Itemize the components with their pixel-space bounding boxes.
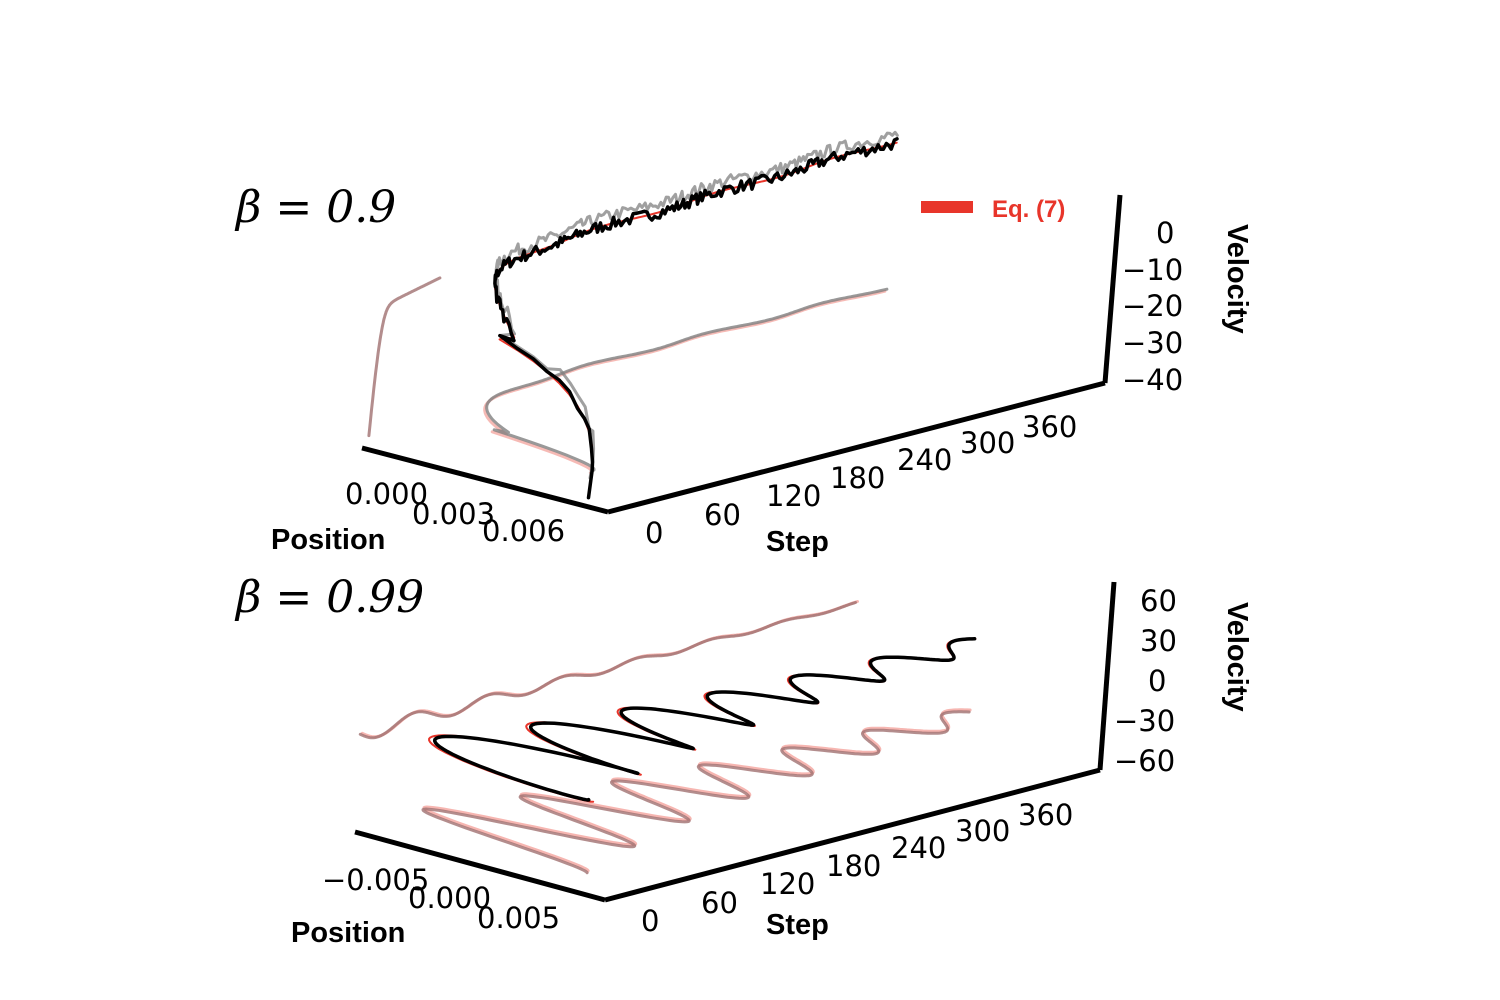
- panel-beta-0-99: β = 0.99 −0.005 0.000 0.005 Position 0 6…: [234, 572, 1253, 949]
- step-tick: 0: [645, 516, 663, 550]
- position-tick: 0.005: [477, 901, 560, 935]
- position-tick: 0.003: [412, 497, 495, 531]
- velocity-tick: −20: [1122, 289, 1183, 323]
- step-axis-label: Step: [766, 909, 829, 941]
- curves: [358, 600, 977, 875]
- position-tick: 0.006: [482, 514, 565, 548]
- step-axis-label: Step: [766, 526, 829, 558]
- panel-title: β = 0.9: [234, 182, 396, 233]
- simulation-line: [432, 637, 977, 802]
- curves: [367, 130, 899, 500]
- position-tick: 0.000: [345, 477, 428, 511]
- velocity-tick: −10: [1122, 253, 1183, 287]
- floor-projection-sim-line: [421, 710, 971, 875]
- velocity-tick: −30: [1122, 326, 1183, 360]
- step-axis: [604, 767, 1101, 903]
- velocity-projection-line: [367, 276, 442, 438]
- step-tick: 360: [1022, 410, 1077, 444]
- floor-projection-eq-line: [422, 708, 972, 873]
- velocity-axis: [1097, 581, 1117, 771]
- velocity-projection-sim-line: [358, 601, 857, 740]
- position-tick: 0.000: [408, 881, 491, 915]
- legend-swatch: [921, 201, 973, 213]
- position-axis: [361, 445, 609, 515]
- position-axis-label: Position: [291, 917, 405, 949]
- step-tick: 240: [891, 831, 946, 865]
- velocity-axis-label: Velocity: [1221, 602, 1253, 712]
- step-tick: 120: [766, 479, 821, 513]
- step-tick: 300: [960, 426, 1015, 460]
- velocity-axis-label: Velocity: [1221, 224, 1253, 334]
- step-tick: 240: [897, 443, 952, 477]
- velocity-tick: 60: [1140, 584, 1177, 618]
- step-tick: 180: [830, 461, 885, 495]
- panel-beta-0-9: β = 0.9 0.000 0.003 0.006 Position 0 60 …: [234, 130, 1253, 558]
- velocity-tick: 0: [1156, 216, 1174, 250]
- floor-projection-sim-line: [485, 287, 889, 473]
- simulation-line: [493, 137, 899, 500]
- step-tick: 360: [1018, 798, 1073, 832]
- legend-label: Eq. (7): [992, 196, 1065, 223]
- step-tick: 60: [701, 886, 738, 920]
- velocity-tick: −40: [1122, 363, 1183, 397]
- velocity-tick: −30: [1114, 704, 1175, 738]
- velocity-axis: [1102, 194, 1123, 384]
- position-axis-label: Position: [271, 524, 385, 556]
- simulation-shadow-line: [493, 130, 899, 480]
- velocity-tick: 30: [1140, 624, 1177, 658]
- step-tick: 300: [955, 814, 1010, 848]
- legend: Eq. (7): [921, 196, 1065, 223]
- position-tick: −0.005: [322, 863, 429, 897]
- velocity-tick: −60: [1114, 744, 1175, 778]
- step-axis: [607, 380, 1106, 515]
- step-tick: 0: [641, 904, 659, 938]
- velocity-tick: 0: [1148, 664, 1166, 698]
- position-axis: [354, 829, 606, 903]
- step-tick: 180: [826, 849, 881, 883]
- step-tick: 120: [760, 867, 815, 901]
- panel-title: β = 0.99: [234, 572, 424, 623]
- step-tick: 60: [704, 498, 741, 532]
